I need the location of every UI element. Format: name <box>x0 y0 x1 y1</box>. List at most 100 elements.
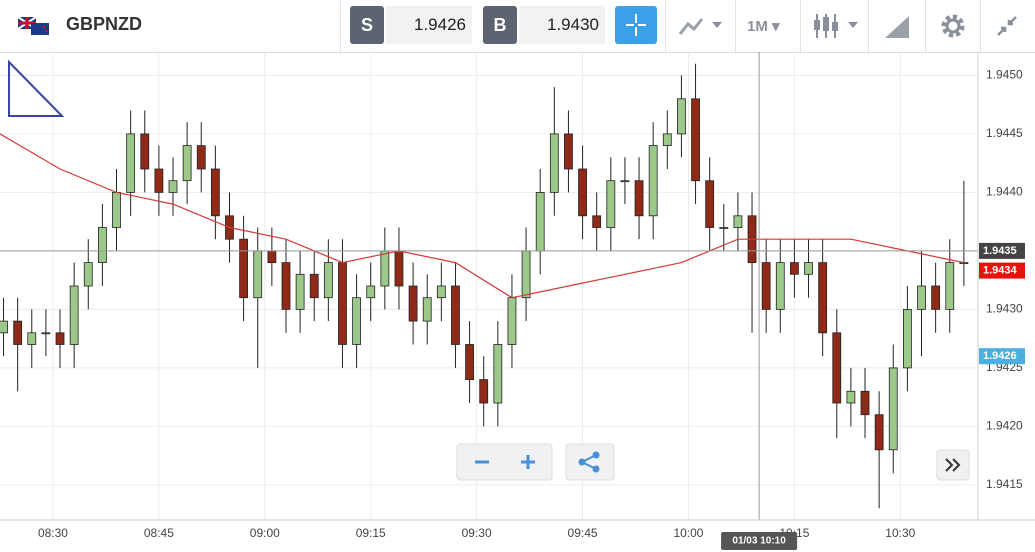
candle-body <box>436 285 446 299</box>
candle-body <box>648 145 658 217</box>
candle-body <box>13 320 23 345</box>
candle-body <box>507 297 517 345</box>
y-tick-label: 1.9415 <box>986 477 1023 491</box>
timeframe-button[interactable]: 1M ▾ <box>747 18 780 35</box>
candle-body <box>804 262 813 275</box>
candle-body <box>394 250 404 287</box>
last-price-label-bg <box>979 262 1025 279</box>
candle-body <box>112 191 121 228</box>
candle-body <box>267 250 277 263</box>
candle-body <box>154 168 164 193</box>
candle-body <box>606 180 616 228</box>
divider <box>735 0 736 52</box>
candle-body <box>309 273 319 299</box>
candle-body <box>761 262 771 310</box>
crosshair-price-label: 1.9435 <box>983 245 1017 257</box>
candle-body <box>126 133 136 193</box>
candle-body <box>931 285 941 310</box>
divider <box>980 0 981 52</box>
candle-body <box>578 168 587 217</box>
candle-body <box>945 262 955 310</box>
candle-body <box>846 390 856 404</box>
candle-body <box>832 332 842 404</box>
divider <box>665 0 666 52</box>
candle-body <box>69 285 79 345</box>
candle-body <box>677 98 686 135</box>
candle-body <box>140 133 150 170</box>
candle-body <box>168 180 178 193</box>
candle-body <box>790 262 799 275</box>
draw-button[interactable] <box>883 12 911 40</box>
header: GBPNZD S 1.9426 B 1.9430 1M ▾ <box>0 0 1035 53</box>
candle-body <box>620 180 630 183</box>
crosshair-button[interactable] <box>615 6 657 44</box>
candle-body <box>521 250 531 299</box>
candle-body <box>0 320 8 334</box>
y-tick-label: 1.9420 <box>986 419 1023 433</box>
candle-body <box>634 180 644 217</box>
settings-button[interactable] <box>940 13 966 39</box>
candle-body <box>210 168 220 217</box>
timeframe: 1M <box>747 18 768 35</box>
y-tick-label: 1.9440 <box>986 185 1023 199</box>
x-tick-label: 09:00 <box>250 526 280 540</box>
candle-body <box>97 227 107 263</box>
candle-body <box>196 145 206 170</box>
candle-body <box>239 238 249 299</box>
candle-body <box>535 191 545 252</box>
x-tick-label: 09:45 <box>568 526 598 540</box>
x-tick-label: 08:45 <box>144 526 174 540</box>
candle-body <box>27 332 37 345</box>
candle-body <box>691 98 700 182</box>
bid-price-label-bg <box>979 348 1025 365</box>
x-tick-label: 09:30 <box>462 526 492 540</box>
candle-body <box>83 262 93 287</box>
candle-body <box>323 262 333 299</box>
candle-body <box>352 297 361 345</box>
x-tick-label: 10:00 <box>673 526 703 540</box>
divider <box>340 0 341 52</box>
collapse-button[interactable] <box>995 14 1019 38</box>
candle-body <box>705 180 715 228</box>
bid-price-label: 1.9426 <box>983 350 1017 362</box>
candle-body <box>451 285 460 345</box>
y-tick-label: 1.9450 <box>986 68 1023 82</box>
candle-body <box>818 262 828 334</box>
candle-body <box>408 285 418 322</box>
zoom-box <box>456 443 553 481</box>
candle-body <box>902 308 912 369</box>
chevrons <box>945 458 961 472</box>
candle-body <box>860 390 870 416</box>
candle-body <box>281 262 291 310</box>
candle-body <box>775 262 785 310</box>
chart: 1.94151.94201.94251.94301.94351.94401.94… <box>0 52 1035 550</box>
buy-button[interactable]: B <box>483 6 517 44</box>
zoom-in-button[interactable] <box>521 455 535 469</box>
candle-body <box>959 262 969 265</box>
candle-body <box>733 215 743 228</box>
candle-body <box>564 133 573 170</box>
chart-type-button[interactable] <box>678 14 726 38</box>
moving-average <box>0 133 964 299</box>
candle-body <box>366 285 376 299</box>
crosshair-time-label: 01/03 10:10 <box>732 536 786 547</box>
x-tick-label: 09:15 <box>356 526 386 540</box>
candle-body <box>41 332 51 335</box>
candle-body <box>662 133 672 147</box>
share-button[interactable] <box>578 451 600 473</box>
candle-body <box>917 285 926 310</box>
candle-body <box>479 379 489 404</box>
share-box <box>565 443 615 481</box>
candle-body <box>888 367 898 451</box>
candle-body <box>253 250 263 299</box>
x-tick-label: 08:30 <box>38 526 68 540</box>
candle-body <box>493 344 503 404</box>
buy-price: 1.9430 <box>519 6 605 44</box>
candle-body <box>338 262 347 345</box>
candles-button[interactable] <box>812 12 860 40</box>
candle-body <box>182 145 192 182</box>
sell-button[interactable]: S <box>350 6 384 44</box>
y-tick-label: 1.9430 <box>986 302 1023 316</box>
y-tick-label: 1.9445 <box>986 126 1023 140</box>
